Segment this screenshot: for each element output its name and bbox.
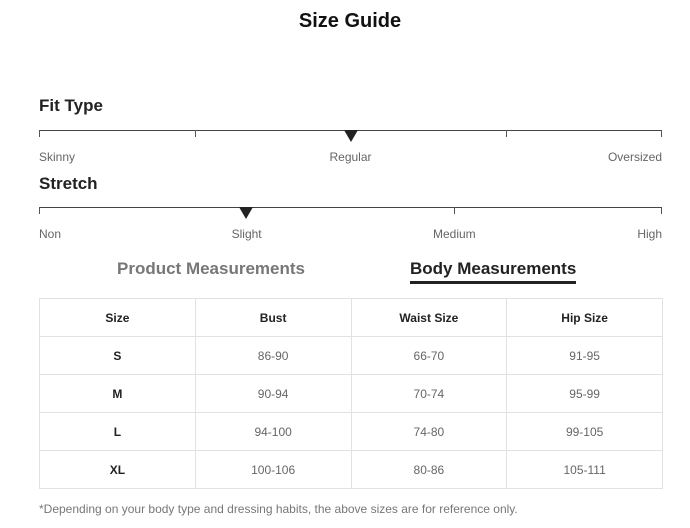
size-cell: S <box>39 336 196 375</box>
waist-cell: 74-80 <box>350 412 508 451</box>
stretch-marker-icon <box>239 207 254 219</box>
hip-cell: 91-95 <box>506 336 663 375</box>
fit-type-scale: Skinny Regular Oversized <box>39 130 662 164</box>
stretch-scale: Non Slight Medium High <box>39 207 662 241</box>
table-header-row: Size Bust Waist Size Hip Size <box>39 298 663 337</box>
table-row: L 94-100 74-80 99-105 <box>39 412 663 451</box>
header-size: Size <box>39 298 196 337</box>
stretch-label-medium: Medium <box>433 227 476 241</box>
size-cell: L <box>39 412 196 451</box>
bust-cell: 86-90 <box>194 336 352 375</box>
hip-cell: 95-99 <box>506 374 663 413</box>
hip-cell: 99-105 <box>506 412 663 451</box>
fit-label-skinny: Skinny <box>39 150 76 164</box>
bust-cell: 100-106 <box>194 450 352 489</box>
waist-cell: 80-86 <box>350 450 508 489</box>
hip-cell: 105-111 <box>506 450 663 489</box>
waist-cell: 66-70 <box>350 336 508 375</box>
stretch-heading: Stretch <box>39 174 98 193</box>
table-row: M 90-94 70-74 95-99 <box>39 374 663 413</box>
page-title: Size Guide <box>298 10 402 32</box>
fit-label-oversized: Oversized <box>607 150 662 164</box>
header-hip: Hip Size <box>506 298 663 337</box>
stretch-label-slight: Slight <box>231 227 262 241</box>
bust-cell: 90-94 <box>194 374 352 413</box>
tab-product-measurements[interactable]: Product Measurements <box>117 259 305 278</box>
header-waist: Waist Size <box>350 298 508 337</box>
size-cell: XL <box>39 450 196 489</box>
bust-cell: 94-100 <box>194 412 352 451</box>
size-cell: M <box>39 374 196 413</box>
tab-body-measurements[interactable]: Body Measurements <box>410 259 577 284</box>
footnote: *Depending on your body type and dressin… <box>39 502 518 516</box>
stretch-label-non: Non <box>39 227 62 241</box>
stretch-label-high: High <box>637 227 662 241</box>
table-row: XL 100-106 80-86 105-111 <box>39 450 663 489</box>
fit-type-heading: Fit Type <box>39 96 103 115</box>
table-row: S 86-90 66-70 91-95 <box>39 336 663 375</box>
fit-label-regular: Regular <box>329 150 372 164</box>
waist-cell: 70-74 <box>350 374 508 413</box>
fit-type-marker-icon <box>343 130 358 142</box>
header-bust: Bust <box>194 298 352 337</box>
size-table: Size Bust Waist Size Hip Size S 86-90 66-7… <box>39 298 663 489</box>
